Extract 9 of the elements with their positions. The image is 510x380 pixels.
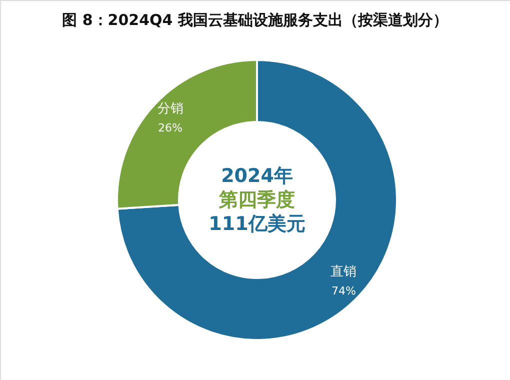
donut-slice xyxy=(116,59,398,341)
slice-label: 直销 xyxy=(330,264,357,280)
data-label: 26% xyxy=(158,122,182,135)
text: 2024年 xyxy=(221,165,293,187)
text: 第四季度 xyxy=(218,189,295,211)
slice-label: 分销 xyxy=(157,102,184,117)
chart-title: 图 8：2024Q4 我国云基础设施服务支出（按渠道划分） xyxy=(62,11,448,29)
data-label: 74% xyxy=(332,284,356,298)
text: 111亿美元 xyxy=(208,213,306,235)
